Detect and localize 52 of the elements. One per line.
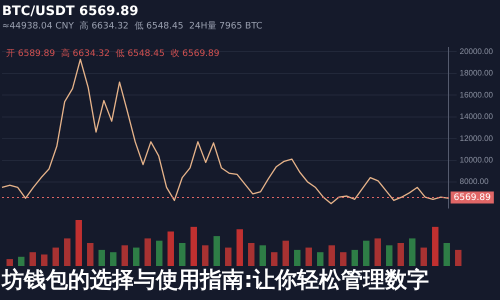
bar	[248, 243, 254, 266]
bar	[156, 240, 162, 266]
bar	[432, 226, 438, 266]
y-tick-label: 14000.00	[460, 112, 494, 122]
bar	[328, 245, 335, 266]
bar	[374, 238, 381, 266]
chart-title: BTC/USDT 6569.89	[2, 4, 138, 20]
bar	[110, 252, 116, 266]
y-tick-label: 10000.00	[460, 155, 494, 164]
bar	[271, 252, 278, 266]
y-tick-label: 20000.00	[460, 46, 494, 56]
bar	[18, 256, 24, 266]
bar	[87, 243, 94, 266]
bar	[236, 229, 243, 266]
bar	[340, 252, 346, 266]
bar	[179, 243, 186, 266]
bar	[398, 243, 404, 266]
bar	[386, 245, 392, 266]
y-tick-label: 16000.00	[460, 90, 494, 100]
ref-line-label: 6569.89	[454, 192, 492, 203]
bar	[52, 248, 59, 266]
bar	[6, 259, 13, 266]
bar	[294, 250, 300, 266]
bar	[144, 238, 151, 266]
bar	[98, 250, 105, 266]
y-tick-label: 8000.00	[460, 177, 490, 186]
y-tick-label: 12000.00	[460, 134, 494, 143]
bar	[133, 248, 140, 266]
bar	[352, 250, 358, 266]
bar	[76, 220, 82, 266]
bar	[306, 248, 312, 266]
chart-subtitle: ≈44938.04 CNY 高 6634.32 低 6548.45 24H量 7965 BTC	[2, 20, 262, 32]
bar	[420, 248, 427, 266]
bar	[225, 248, 232, 266]
bar	[409, 238, 416, 266]
bar	[41, 254, 48, 266]
bar	[282, 240, 289, 266]
y-tick-label: 18000.00	[460, 68, 494, 78]
bar	[444, 243, 450, 266]
text: 坊钱包的选择与使用指南:让你轻松管理数字	[0, 266, 430, 295]
bar	[64, 238, 70, 266]
bar	[260, 245, 266, 266]
bar	[363, 240, 370, 266]
bar	[202, 245, 208, 266]
bar	[190, 226, 197, 266]
bar	[30, 252, 36, 266]
bar	[214, 236, 220, 266]
bar	[168, 232, 174, 266]
bar	[317, 252, 324, 266]
bar	[455, 250, 462, 266]
bar	[122, 245, 128, 266]
annotation: 开 6589.89 高 6634.32 低 6548.45 收 6569.89	[6, 48, 220, 60]
